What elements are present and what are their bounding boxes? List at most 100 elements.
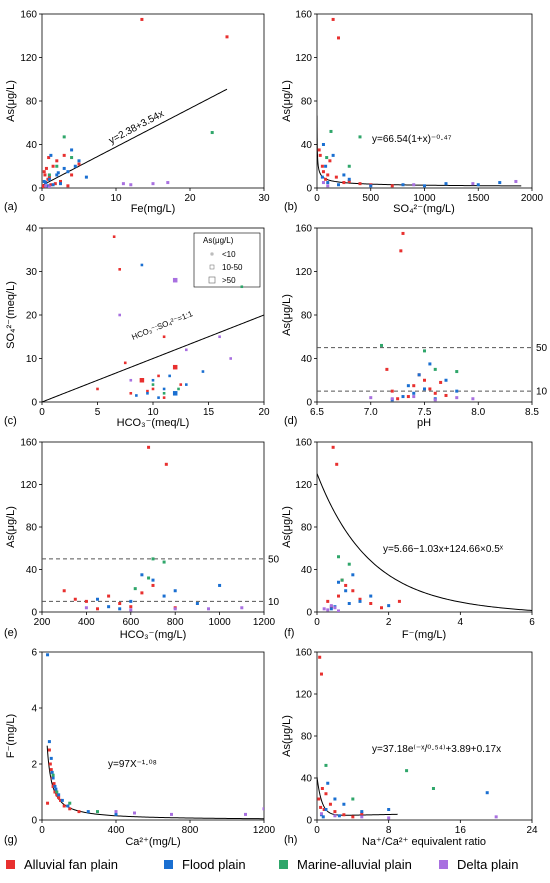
x-tick-label: 7.0 <box>364 407 378 418</box>
data-point-flood <box>337 580 340 584</box>
size-legend-title: As(μg/L) <box>203 236 234 245</box>
data-point-alluvial <box>52 782 56 786</box>
data-point-alluvial <box>44 166 48 170</box>
x-tick-label: 15 <box>203 407 215 418</box>
data-point-delta <box>333 814 337 818</box>
data-point-alluvial <box>140 17 144 21</box>
y-tick-label: 120 <box>295 53 312 64</box>
x-tick-label: 20 <box>258 407 270 418</box>
data-point-flood <box>49 153 53 157</box>
x-tick-label: 4 <box>458 617 464 628</box>
data-point-flood <box>342 802 346 806</box>
data-point-flood <box>369 594 373 598</box>
data-point-flood <box>360 810 364 814</box>
x-tick-label: 24 <box>526 825 538 836</box>
data-point-flood <box>401 395 405 399</box>
data-point-alluvial <box>321 170 325 174</box>
data-point-delta <box>170 812 173 816</box>
data-point-alluvial <box>146 389 149 393</box>
reference-line-label: 10 <box>268 597 280 608</box>
data-point-alluvial <box>47 175 51 179</box>
data-point-flood <box>476 183 480 187</box>
data-point-delta <box>321 181 325 185</box>
data-point-alluvial <box>59 798 62 802</box>
legend-label: Delta plain <box>457 857 518 872</box>
x-tick-label: 800 <box>182 825 199 836</box>
data-point-alluvial <box>179 383 183 386</box>
data-point-flood <box>62 166 66 170</box>
data-point-marine <box>433 367 437 371</box>
y-axis-title: As(μg/L) <box>5 80 17 122</box>
data-point-delta <box>514 179 518 183</box>
data-point-marine <box>162 392 166 395</box>
fit-curve <box>317 473 532 611</box>
data-point-marine <box>147 576 151 580</box>
data-point-alluvial <box>49 183 53 187</box>
data-point-flood <box>47 740 51 744</box>
data-point-flood <box>423 387 426 391</box>
data-point-alluvial <box>328 159 332 163</box>
data-point-alluvial <box>358 182 362 186</box>
data-point-marine <box>210 131 214 135</box>
fit-curve <box>42 314 264 402</box>
data-points <box>46 653 264 816</box>
data-point-alluvial <box>164 462 168 466</box>
fit-curve <box>317 115 522 187</box>
data-point-flood <box>428 362 432 366</box>
data-point-alluvial <box>77 162 81 166</box>
data-point-marine <box>68 801 72 805</box>
data-points <box>322 445 401 612</box>
x-axis-title: HCO₃⁻(mg/L) <box>120 629 187 641</box>
data-point-flood <box>157 396 160 399</box>
y-tick-label: 2 <box>31 760 37 771</box>
data-point-alluvial <box>326 599 330 603</box>
data-point-flood <box>118 607 122 611</box>
size-legend-marker-large <box>208 276 216 284</box>
data-point-delta <box>118 313 121 317</box>
y-tick-label: 160 <box>295 224 312 235</box>
data-point-flood <box>444 182 448 186</box>
data-point-alluvial <box>48 762 52 766</box>
data-point-flood <box>140 263 144 267</box>
data-point-alluvial <box>42 170 46 174</box>
data-point-alluvial <box>324 792 328 796</box>
data-point-alluvial <box>49 768 53 772</box>
data-point-flood <box>172 391 178 396</box>
data-point-flood <box>337 183 340 187</box>
x-tick-label: 6.5 <box>310 407 324 418</box>
x-axis-title: F⁻(mg/L) <box>402 629 446 641</box>
x-axis-title: HCO₃⁻(meq/L) <box>117 417 190 429</box>
data-point-flood <box>344 589 348 593</box>
data-point-flood <box>406 384 410 388</box>
data-point-flood <box>358 599 362 603</box>
y-axis-title: As(μg/L) <box>281 294 293 336</box>
x-axis-title: Fe(mg/L) <box>131 203 176 215</box>
plot-frame <box>316 227 533 403</box>
y-tick-label: 40 <box>301 140 313 151</box>
plot-frame <box>316 651 533 821</box>
data-point-flood <box>51 183 55 187</box>
y-tick-label: 0 <box>31 184 37 195</box>
reference-line-label: 50 <box>268 554 280 565</box>
data-point-delta <box>322 607 326 611</box>
size-legend-item: 10-50 <box>222 263 243 272</box>
data-point-alluvial <box>123 361 127 365</box>
x-tick-label: 2000 <box>521 193 544 204</box>
x-tick-label: 600 <box>122 617 139 628</box>
panel-e: (e) As(μg/L) HCO₃⁻(mg/L) 200 400 600 800 100… <box>4 438 280 642</box>
data-point-delta <box>360 815 364 819</box>
y-tick-label: 0 <box>306 184 312 195</box>
data-point-alluvial <box>42 185 45 188</box>
data-point-alluvial <box>360 812 364 816</box>
data-point-alluvial <box>318 153 322 157</box>
x-tick-label: 0 <box>314 825 320 836</box>
legend-label: Flood plain <box>182 857 246 872</box>
panel-d: (d) As(μg/L) pH 6.5 7.0 7.5 8.0 8.5 0 40 80 120 1… <box>281 224 548 430</box>
data-point-flood <box>66 804 70 808</box>
data-point-delta <box>47 185 51 188</box>
data-point-flood <box>320 175 324 179</box>
data-point-delta <box>133 811 136 815</box>
data-point-alluvial <box>401 231 405 235</box>
x-tick-label: 1000 <box>208 617 231 628</box>
